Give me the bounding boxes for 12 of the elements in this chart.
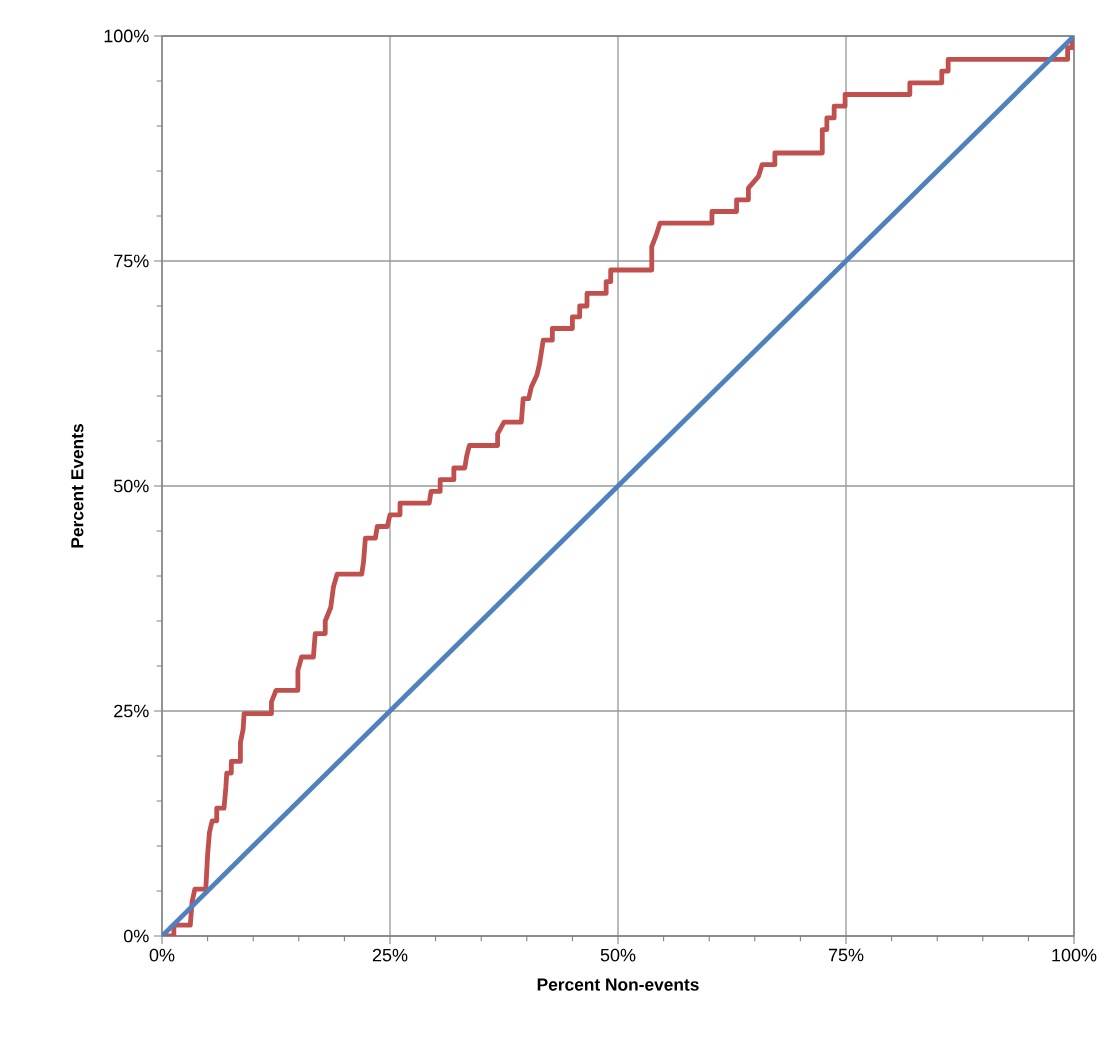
x-tick-label: 25% — [372, 948, 408, 962]
y-tick-label: 75% — [114, 254, 149, 268]
x-tick-label: 50% — [600, 948, 636, 962]
y-tick-label: 50% — [113, 479, 149, 493]
x-tick-label: 75% — [828, 948, 864, 962]
y-tick-label: 25% — [114, 704, 149, 718]
x-tick-label: 0% — [149, 948, 175, 962]
y-tick-label: 100% — [104, 29, 149, 43]
x-axis-title: Percent Non-events — [537, 978, 699, 991]
y-axis-title: Percent Events — [71, 424, 84, 548]
y-tick-label: 0% — [123, 929, 149, 943]
x-tick-label: 100% — [1052, 948, 1097, 962]
